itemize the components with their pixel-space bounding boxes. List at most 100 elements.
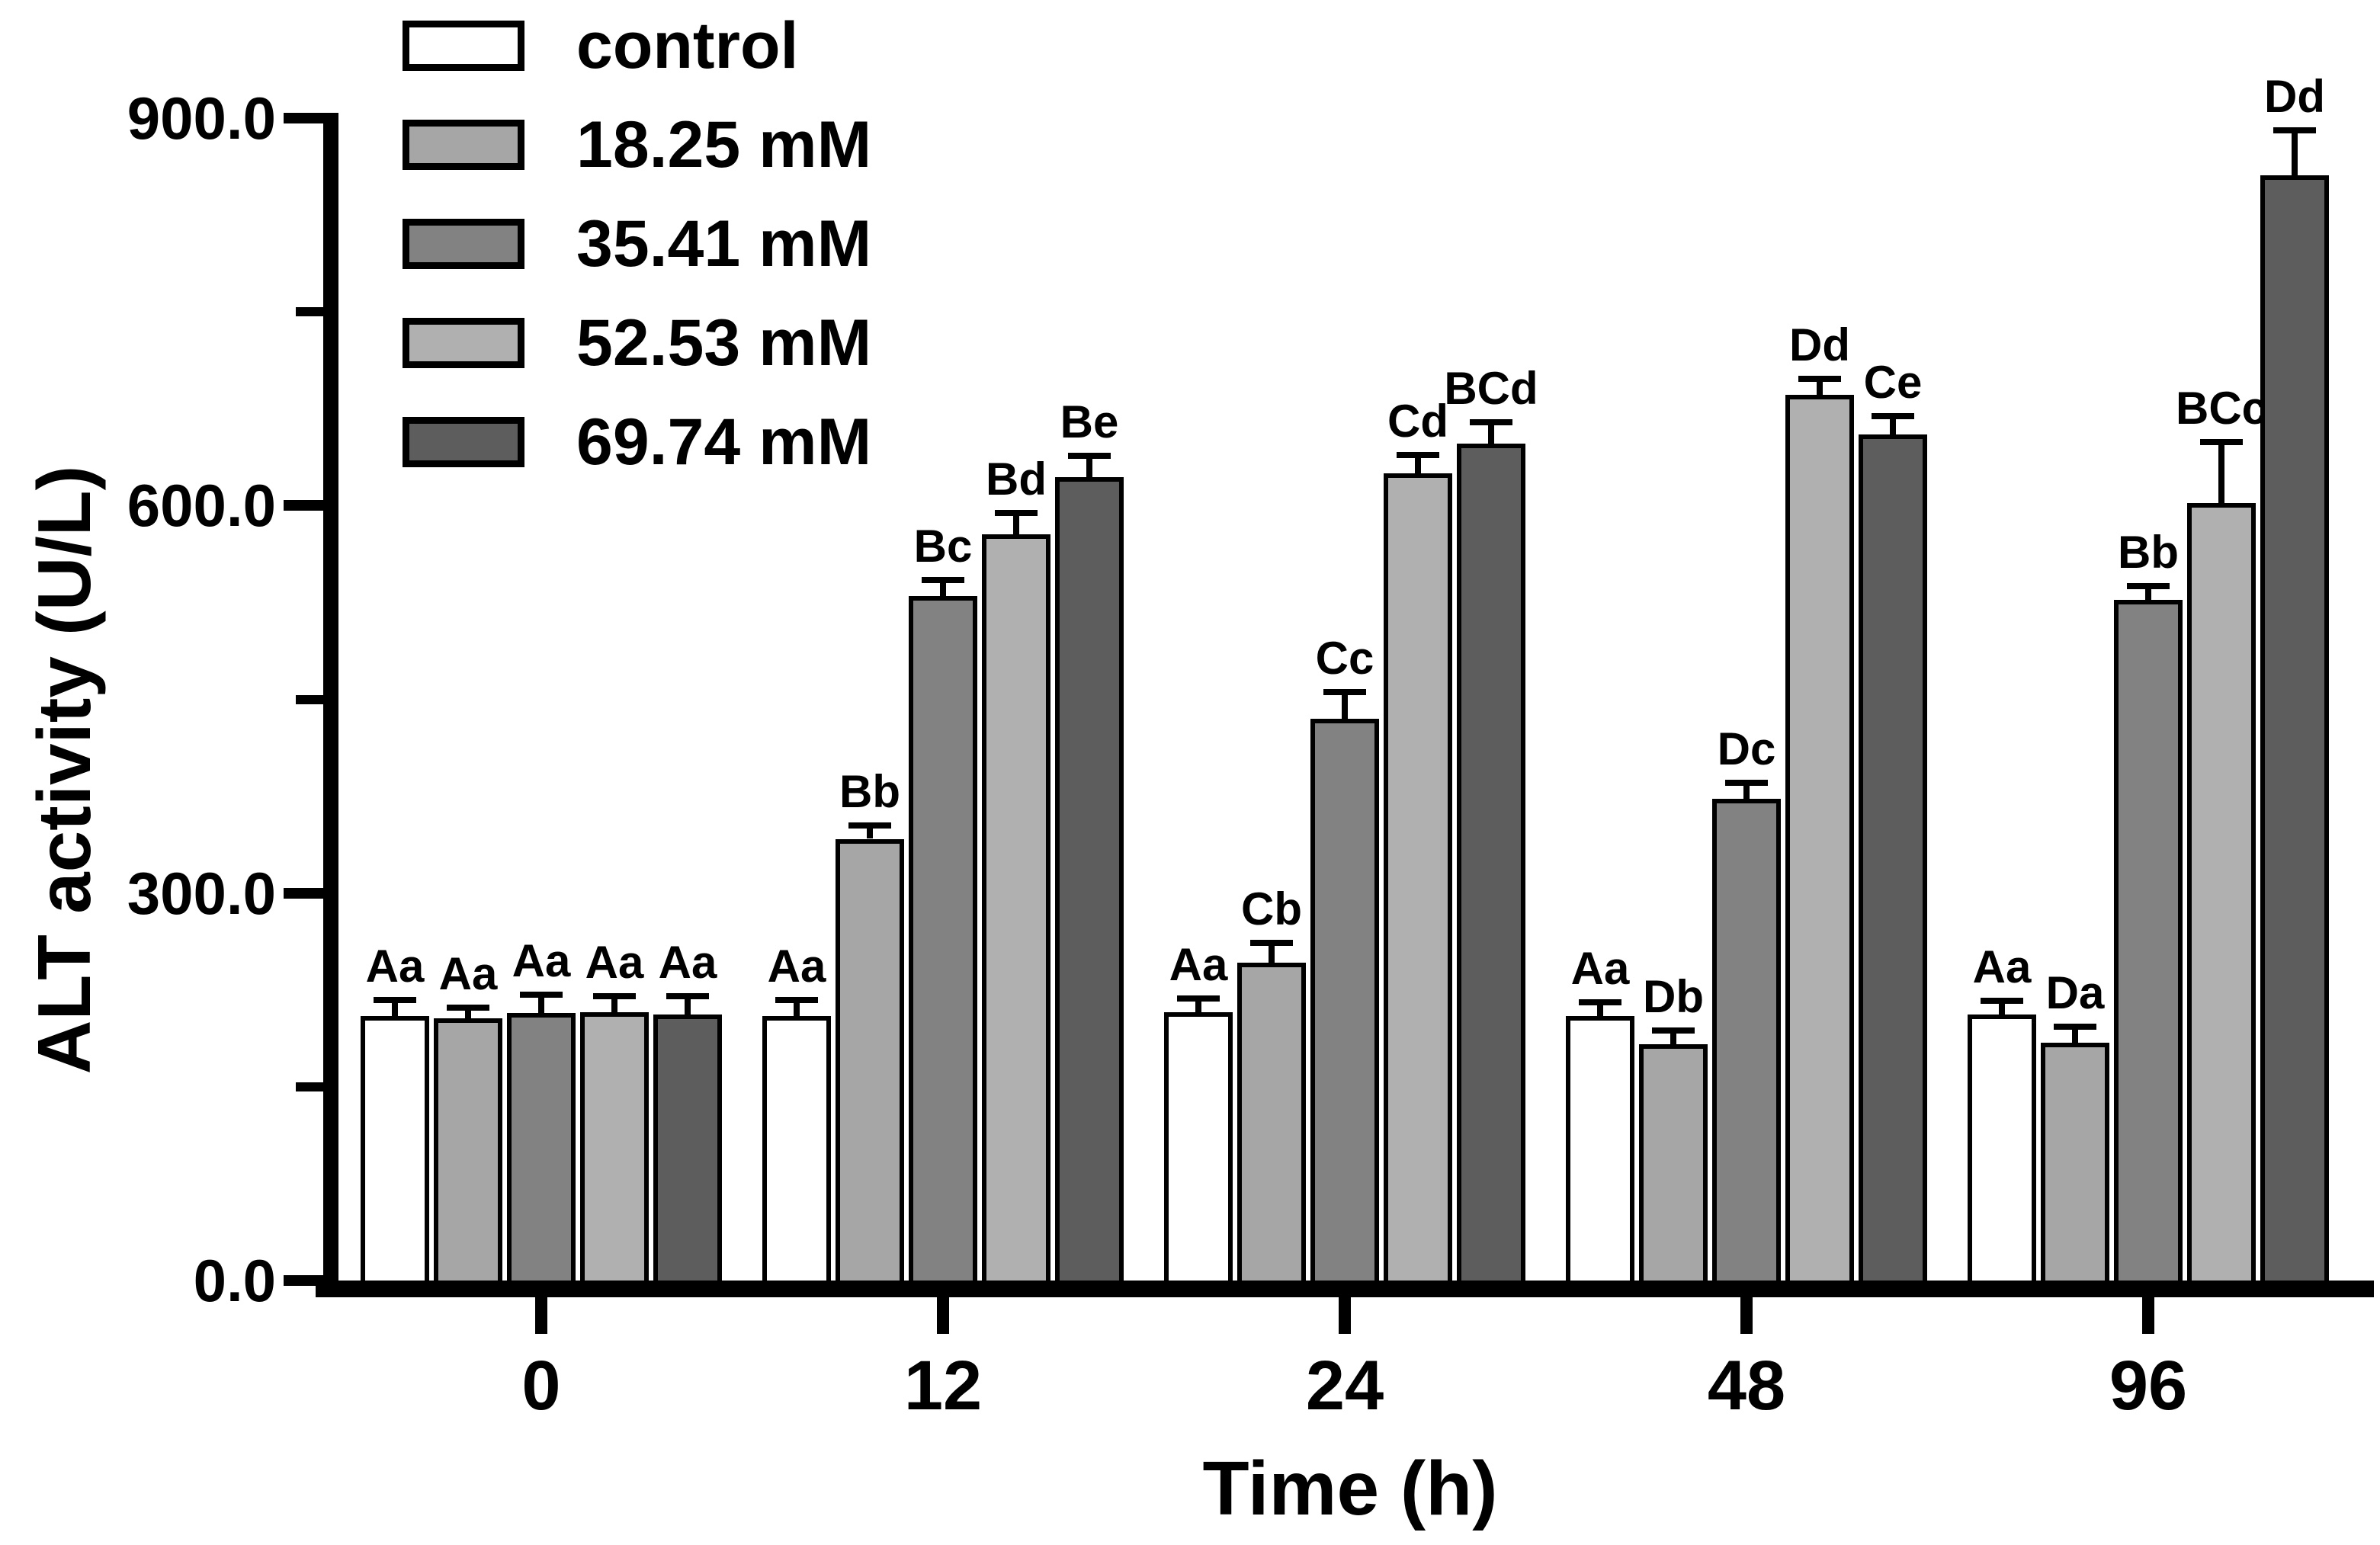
legend-label-69-74mM: 69.74 mM — [576, 405, 872, 479]
x-axis-line — [316, 1281, 2374, 1297]
bar-52-53-mM-t12 — [982, 534, 1050, 1281]
legend-item-35-41mM: 35.41 mM — [403, 204, 871, 284]
y-axis-title: ALT activity (U/L) — [22, 465, 106, 1075]
error-bar-cap — [1725, 780, 1768, 787]
error-bar-stem — [1013, 515, 1019, 534]
bar-52-53-mM-t24 — [1384, 473, 1452, 1281]
y-axis-minor-tick — [296, 307, 323, 317]
x-axis-tick — [2142, 1297, 2154, 1334]
bar-18-25-mM-t12 — [836, 838, 904, 1281]
significance-letter: Cc — [1315, 633, 1374, 684]
legend-swatch-52-53mM — [403, 318, 524, 368]
significance-letter: Aa — [1972, 941, 2032, 993]
bar-18-25-mM-t24 — [1237, 963, 1306, 1281]
legend-label-18-25mM: 18.25 mM — [576, 108, 872, 181]
error-bar-cap — [1250, 940, 1293, 947]
legend-item-18-25mM: 18.25 mM — [403, 105, 871, 184]
error-bar-stem — [2145, 589, 2151, 601]
bar-69-74-mM-t48 — [1859, 434, 1927, 1281]
significance-letter: Dc — [1717, 723, 1776, 775]
x-axis-tick-label: 12 — [903, 1347, 983, 1425]
significance-letter: BCc — [2175, 382, 2268, 434]
error-bar-cap — [922, 577, 964, 583]
error-bar-cap — [1872, 412, 1914, 419]
error-bar-stem — [1342, 695, 1348, 719]
y-axis-minor-tick — [296, 694, 323, 704]
error-bar-stem — [392, 1002, 398, 1016]
error-bar-cap — [1177, 995, 1220, 1002]
significance-letter: Dd — [2264, 71, 2325, 123]
error-bar-stem — [1415, 457, 1421, 473]
error-bar-cap — [1579, 999, 1621, 1006]
significance-letter: Bc — [913, 521, 973, 572]
bar-52-53-mM-t0 — [580, 1011, 649, 1281]
y-axis-tick-label: 300.0 — [127, 859, 276, 927]
bar-69-74-mM-t24 — [1457, 444, 1525, 1281]
y-axis-major-tick — [284, 1275, 323, 1286]
y-axis-tick-label: 900.0 — [127, 85, 276, 152]
error-bar-stem — [940, 583, 946, 596]
error-bar-stem — [1890, 418, 1896, 435]
significance-letter: Aa — [365, 940, 425, 992]
bar-35-41-mM-t24 — [1310, 718, 1379, 1281]
significance-letter: Aa — [1169, 939, 1228, 990]
x-axis-title: Time (h) — [1202, 1446, 1498, 1531]
x-axis-tick — [535, 1297, 547, 1334]
significance-letter: Bb — [839, 765, 900, 817]
bar-69-74-mM-t0 — [653, 1014, 722, 1281]
bar-control-t48 — [1566, 1015, 1634, 1281]
bar-35-41-mM-t96 — [2114, 600, 2183, 1281]
error-bar-stem — [2072, 1030, 2078, 1043]
bar-control-t12 — [762, 1015, 831, 1281]
legend-label-35-41mM: 35.41 mM — [576, 207, 872, 280]
x-axis-tick — [1339, 1297, 1351, 1334]
error-bar-stem — [794, 1002, 800, 1016]
x-axis-tick-label: 0 — [521, 1347, 561, 1425]
legend-swatch-69-74mM — [403, 417, 524, 467]
significance-letter: Cb — [1241, 883, 1302, 935]
error-bar-cap — [1798, 375, 1841, 382]
error-bar-cap — [593, 992, 636, 999]
bar-18-25-mM-t48 — [1639, 1043, 1708, 1281]
significance-letter: Db — [1643, 971, 1704, 1023]
y-axis-minor-tick — [296, 1082, 323, 1091]
significance-letter: Be — [1060, 396, 1119, 448]
bar-35-41-mM-t12 — [909, 595, 977, 1281]
legend-swatch-35-41mM — [403, 219, 524, 269]
error-bar-stem — [1086, 459, 1092, 478]
error-bar-cap — [1323, 689, 1366, 696]
x-axis-tick-label: 24 — [1305, 1347, 1384, 1425]
legend-item-control: control — [403, 6, 798, 85]
bar-control-t96 — [1968, 1014, 2036, 1281]
significance-letter: Aa — [585, 936, 644, 988]
significance-letter: Aa — [658, 936, 717, 988]
error-bar-stem — [1488, 425, 1494, 444]
error-bar-stem — [1597, 1005, 1603, 1016]
error-bar-stem — [538, 997, 544, 1014]
x-axis-tick — [937, 1297, 949, 1334]
error-bar-cap — [1470, 419, 1512, 426]
legend-item-69-74mM: 69.74 mM — [403, 402, 871, 482]
significance-letter: Aa — [767, 940, 826, 992]
legend-swatch-18-25mM — [403, 120, 524, 170]
error-bar-stem — [1670, 1034, 1676, 1044]
error-bar-stem — [1195, 1002, 1201, 1012]
y-axis-tick-label: 600.0 — [127, 472, 276, 540]
error-bar-cap — [2200, 438, 2243, 445]
error-bar-cap — [2273, 127, 2316, 134]
bar-52-53-mM-t96 — [2187, 502, 2256, 1281]
significance-letter: Bd — [986, 453, 1047, 505]
bar-18-25-mM-t0 — [434, 1018, 502, 1281]
error-bar-stem — [867, 828, 873, 839]
error-bar-cap — [374, 996, 416, 1003]
significance-letter: Bb — [2118, 527, 2179, 579]
error-bar-cap — [520, 991, 563, 998]
legend-label-52-53mM: 52.53 mM — [576, 306, 872, 380]
bar-52-53-mM-t48 — [1785, 394, 1854, 1281]
significance-letter: Dd — [1789, 319, 1850, 370]
error-bar-stem — [1743, 786, 1750, 799]
legend-label-control: control — [576, 9, 799, 82]
error-bar-stem — [2218, 444, 2224, 503]
error-bar-cap — [666, 992, 709, 999]
